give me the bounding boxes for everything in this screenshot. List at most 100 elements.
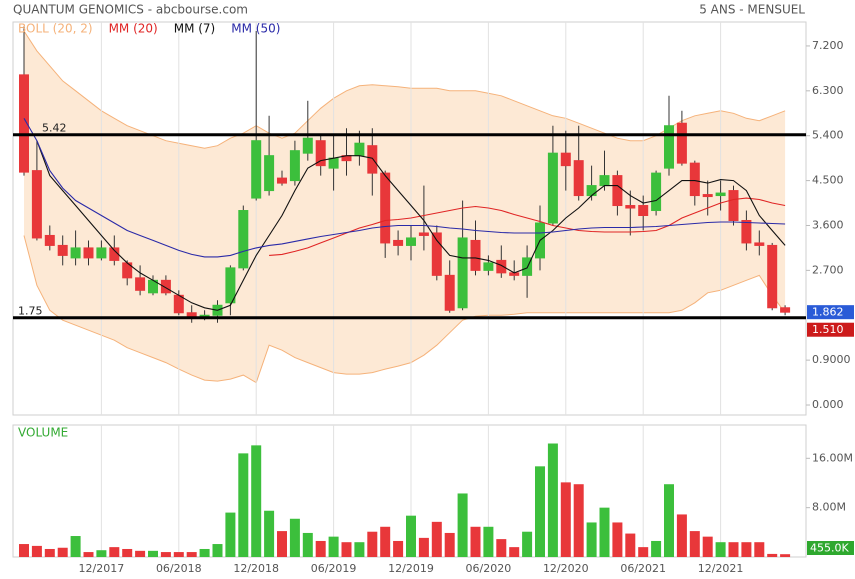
volume-bar (754, 542, 765, 557)
volume-bar (496, 539, 507, 557)
volume-bar (148, 550, 158, 557)
x-tick-label: 12/2021 (698, 562, 744, 575)
volume-bar (599, 507, 610, 557)
candle-body (393, 239, 404, 246)
y-tick-label: 6.300 (812, 84, 844, 97)
volume-bar (160, 552, 171, 557)
volume-bar (70, 536, 81, 557)
candle-body (264, 155, 275, 192)
y-tick-label: 8.00M (812, 501, 846, 514)
volume-bar (664, 484, 674, 557)
volume-bar (251, 445, 262, 557)
candle-body (560, 152, 571, 167)
volume-bar (393, 540, 404, 557)
volume-bar (418, 537, 429, 557)
volume-bar (457, 493, 468, 557)
candle-body (547, 152, 558, 224)
volume-bar (573, 484, 584, 557)
volume-bar (289, 518, 300, 557)
candle-body (754, 242, 765, 246)
volume-bar (96, 550, 107, 557)
candle-body (406, 237, 416, 246)
volume-bar (135, 550, 146, 557)
candle-body (702, 194, 713, 198)
candle-body (173, 294, 184, 314)
candle-body (238, 210, 249, 269)
volume-bar (651, 540, 662, 557)
volume-bar (625, 533, 636, 557)
candle-body (496, 259, 507, 274)
candle-body (289, 150, 300, 182)
volume-bar (109, 547, 120, 557)
y-tick-label: 3.600 (812, 218, 844, 231)
price-tag (807, 322, 854, 337)
volume-bar (470, 526, 481, 557)
volume-bar (612, 522, 623, 557)
x-tick-label: 12/2020 (543, 562, 589, 575)
volume-bar (44, 548, 55, 557)
candle-body (767, 244, 778, 309)
price-tag (807, 305, 854, 320)
band-fill (24, 30, 786, 383)
y-tick-label: 16.00M (812, 451, 853, 464)
candle-body (83, 247, 94, 259)
volume-bar (199, 548, 210, 557)
candle-body (444, 274, 455, 311)
volume-bar (586, 522, 597, 557)
candle-body (625, 205, 636, 209)
volume-bar (535, 466, 545, 557)
candle-body (380, 172, 391, 244)
volume-bar (31, 545, 42, 557)
volume-bar (277, 531, 287, 557)
volume-bar (560, 482, 571, 557)
level-label: 5.42 (42, 122, 67, 135)
volume-bar (83, 552, 94, 557)
volume-bar (264, 510, 275, 557)
volume-bar (406, 515, 416, 557)
volume-bar (186, 552, 197, 557)
overlay-layer: 0.000 0.9000 2.700 3.600 4.500 5.400 6.300 7.20… (13, 22, 854, 411)
candle-body (70, 247, 81, 259)
volume-bar (702, 536, 713, 557)
y-tick-label: 2.700 (812, 263, 844, 276)
candle-body (251, 140, 262, 199)
candle-body (31, 170, 42, 239)
price-tag-label: 1.862 (812, 306, 844, 319)
volume-bar (676, 514, 687, 557)
price-tag-label: 1.510 (812, 323, 844, 336)
x-tick-label: 12/2019 (388, 562, 434, 575)
ma-line (269, 197, 786, 256)
x-tick-label: 12/2017 (79, 562, 125, 575)
y-tick-label: 5.400 (812, 129, 844, 142)
candle-body (651, 172, 662, 212)
candle-body (599, 175, 610, 187)
candle-body (44, 234, 55, 246)
legend-entry: MM (20) (109, 22, 158, 36)
y-tick-label: 0.000 (812, 398, 844, 411)
legend-entry: MM (50) (231, 22, 280, 36)
candle-body (302, 137, 313, 154)
candle-body (780, 307, 791, 313)
volume-bar (689, 531, 700, 557)
legend-entry: MM (7) (174, 22, 216, 36)
candle-body (457, 237, 468, 309)
candle-body (638, 205, 649, 217)
candle-body (225, 267, 236, 304)
candle-body (328, 157, 339, 169)
y-tick-label: 7.200 (812, 39, 844, 52)
candle-body (470, 239, 481, 271)
volume-bar (767, 553, 778, 557)
candle-body (664, 125, 674, 169)
candle-body (418, 232, 429, 236)
line-layer (23, 118, 786, 311)
band-lower (23, 235, 786, 384)
volume-bar (483, 526, 494, 557)
x-tick-label: 12/2018 (233, 562, 279, 575)
candle-body (19, 74, 29, 173)
volume-bar (122, 548, 133, 557)
volume-bar (341, 542, 352, 557)
candle-body (135, 277, 146, 291)
volume-bar (302, 532, 313, 557)
volume-bar (367, 531, 378, 557)
